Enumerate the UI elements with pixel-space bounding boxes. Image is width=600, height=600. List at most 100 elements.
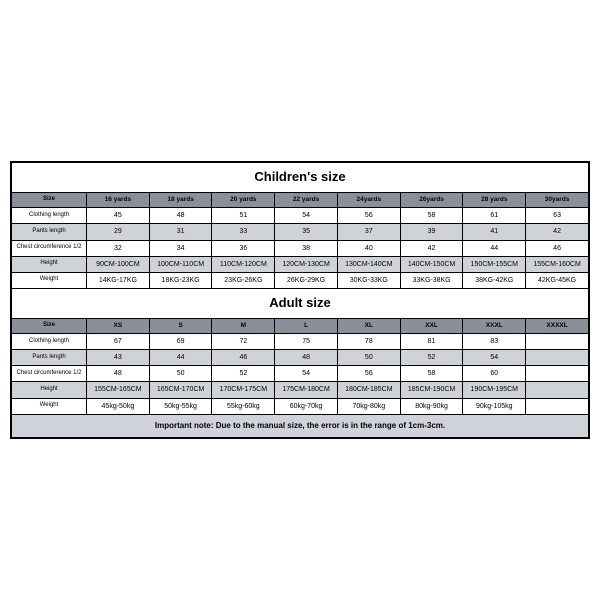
cell: 52 <box>212 366 275 382</box>
children-header-cell: Size <box>12 192 87 207</box>
cell: 31 <box>149 224 212 240</box>
table-row: Weight 45kg-50kg 50kg-55kg 55kg-60kg 60k… <box>12 398 589 414</box>
cell: 44 <box>149 350 212 366</box>
cell: 78 <box>337 334 400 350</box>
adult-header-row: Size XS S M L XL XXL XXXL XXXXL <box>12 318 589 333</box>
cell: 120CM-130CM <box>275 256 338 272</box>
children-title: Children's size <box>12 163 589 193</box>
table-row: Weight 14KG-17KG 18KG-23KG 23KG-26KG 26K… <box>12 272 589 288</box>
cell: 48 <box>149 208 212 224</box>
children-header-cell: 28 yards <box>463 192 526 207</box>
cell: 58 <box>400 366 463 382</box>
cell: 54 <box>275 208 338 224</box>
row-label: Weight <box>12 398 87 414</box>
cell: 30KG-33KG <box>337 272 400 288</box>
cell: 175CM-180CM <box>275 382 338 398</box>
cell: 41 <box>463 224 526 240</box>
adult-header-cell: XXL <box>400 318 463 333</box>
cell: 29 <box>87 224 150 240</box>
cell: 54 <box>463 350 526 366</box>
cell: 18KG-23KG <box>149 272 212 288</box>
cell <box>526 350 589 366</box>
cell: 170CM-175CM <box>212 382 275 398</box>
adult-header-cell: L <box>275 318 338 333</box>
cell: 46 <box>526 240 589 256</box>
adult-title: Adult size <box>12 288 589 318</box>
table-row: Pants length 43 44 46 48 50 52 54 <box>12 350 589 366</box>
cell: 56 <box>337 208 400 224</box>
cell: 52 <box>400 350 463 366</box>
table-row: Pants length 29 31 33 35 37 39 41 42 <box>12 224 589 240</box>
cell: 50 <box>337 350 400 366</box>
children-header-cell: 30yards <box>526 192 589 207</box>
adult-header-cell: XXXXL <box>526 318 589 333</box>
cell: 32 <box>87 240 150 256</box>
cell <box>526 382 589 398</box>
cell: 46 <box>212 350 275 366</box>
cell: 43 <box>87 350 150 366</box>
row-label: Pants length <box>12 350 87 366</box>
cell: 48 <box>87 366 150 382</box>
cell: 185CM-190CM <box>400 382 463 398</box>
cell: 61 <box>463 208 526 224</box>
cell: 54 <box>275 366 338 382</box>
cell: 42KG-45KG <box>526 272 589 288</box>
adult-title-row: Adult size <box>12 288 589 318</box>
table-row: Height 155CM-165CM 165CM-170CM 170CM-175… <box>12 382 589 398</box>
children-size-table: Children's size Size 16 yards 18 yards 2… <box>11 162 589 438</box>
cell: 100CM-110CM <box>149 256 212 272</box>
cell <box>526 398 589 414</box>
cell: 60 <box>463 366 526 382</box>
cell: 155CM-165CM <box>87 382 150 398</box>
cell: 70kg-80kg <box>337 398 400 414</box>
children-header-cell: 24yards <box>337 192 400 207</box>
table-row: Height 90CM-100CM 100CM-110CM 110CM-120C… <box>12 256 589 272</box>
table-row: Clothing length 67 69 72 75 78 81 83 <box>12 334 589 350</box>
cell: 51 <box>212 208 275 224</box>
cell: 36 <box>212 240 275 256</box>
table-row: Clothing length 45 48 51 54 56 58 61 63 <box>12 208 589 224</box>
row-label: Clothing length <box>12 334 87 350</box>
children-header-cell: 20 yards <box>212 192 275 207</box>
cell: 190CM-195CM <box>463 382 526 398</box>
table-row: Chest circumference 1/2 48 50 52 54 56 5… <box>12 366 589 382</box>
cell: 80kg-90kg <box>400 398 463 414</box>
children-header-cell: 22 yards <box>275 192 338 207</box>
cell: 140CM-150CM <box>400 256 463 272</box>
cell: 42 <box>400 240 463 256</box>
cell: 26KG-29KG <box>275 272 338 288</box>
important-note-row: Important note: Due to the manual size, … <box>12 414 589 437</box>
cell <box>526 334 589 350</box>
cell: 44 <box>463 240 526 256</box>
cell: 38 <box>275 240 338 256</box>
adult-header-cell: XXXL <box>463 318 526 333</box>
cell: 33KG-38KG <box>400 272 463 288</box>
cell: 155CM-160CM <box>526 256 589 272</box>
cell: 90kg-105kg <box>463 398 526 414</box>
row-label: Weight <box>12 272 87 288</box>
cell: 45kg-50kg <box>87 398 150 414</box>
size-chart-container: Children's size Size 16 yards 18 yards 2… <box>10 161 590 439</box>
cell: 38KG-42KG <box>463 272 526 288</box>
children-header-cell: 18 yards <box>149 192 212 207</box>
cell: 56 <box>337 366 400 382</box>
cell: 35 <box>275 224 338 240</box>
cell: 50 <box>149 366 212 382</box>
adult-header-cell: S <box>149 318 212 333</box>
cell: 55kg-60kg <box>212 398 275 414</box>
row-label: Clothing length <box>12 208 87 224</box>
cell: 50kg-55kg <box>149 398 212 414</box>
cell: 34 <box>149 240 212 256</box>
important-note: Important note: Due to the manual size, … <box>12 414 589 437</box>
cell: 72 <box>212 334 275 350</box>
cell: 42 <box>526 224 589 240</box>
cell: 69 <box>149 334 212 350</box>
children-header-cell: 16 yards <box>87 192 150 207</box>
cell: 37 <box>337 224 400 240</box>
cell <box>526 366 589 382</box>
cell: 48 <box>275 350 338 366</box>
cell: 180CM-185CM <box>337 382 400 398</box>
table-row: Chest circumference 1/2 32 34 36 38 40 4… <box>12 240 589 256</box>
children-header-row: Size 16 yards 18 yards 20 yards 22 yards… <box>12 192 589 207</box>
children-title-row: Children's size <box>12 163 589 193</box>
